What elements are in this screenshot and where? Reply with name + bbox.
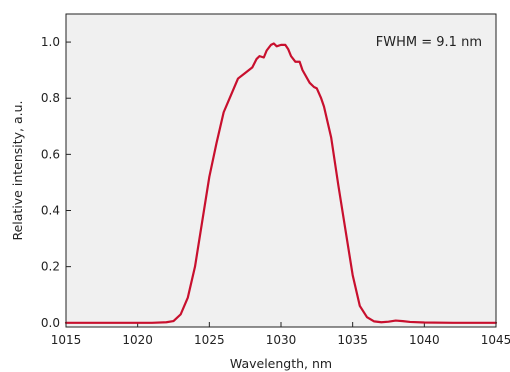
x-tick-label: 1045	[481, 333, 510, 347]
x-tick-label: 1025	[194, 333, 225, 347]
plot-frame	[65, 13, 497, 328]
x-tick-label: 1020	[122, 333, 153, 347]
y-tick-label: 0.6	[41, 147, 60, 161]
y-axis-label: Relative intensity, a.u.	[10, 100, 25, 240]
x-tick-label: 1015	[51, 333, 82, 347]
fwhm-annotation: FWHM = 9.1 nm	[376, 35, 482, 50]
series-line	[64, 42, 498, 324]
x-axis-ticks: 1015 1020 1025 1030 1035 1040 1045	[51, 322, 510, 347]
x-tick-label: 1030	[266, 333, 297, 347]
y-tick-label: 1.0	[41, 35, 60, 49]
x-axis-label: Wavelength, nm	[230, 356, 332, 371]
y-tick-label: 0.4	[41, 204, 60, 218]
plot-area	[66, 14, 496, 327]
y-tick-label: 0.0	[41, 316, 60, 330]
y-tick-label: 0.8	[41, 91, 60, 105]
y-tick-label: 0.2	[41, 260, 60, 274]
y-axis-ticks: 0.0 0.2 0.4 0.6 0.8 1.0	[41, 35, 71, 330]
x-tick-label: 1035	[337, 333, 368, 347]
x-tick-label: 1040	[409, 333, 440, 347]
